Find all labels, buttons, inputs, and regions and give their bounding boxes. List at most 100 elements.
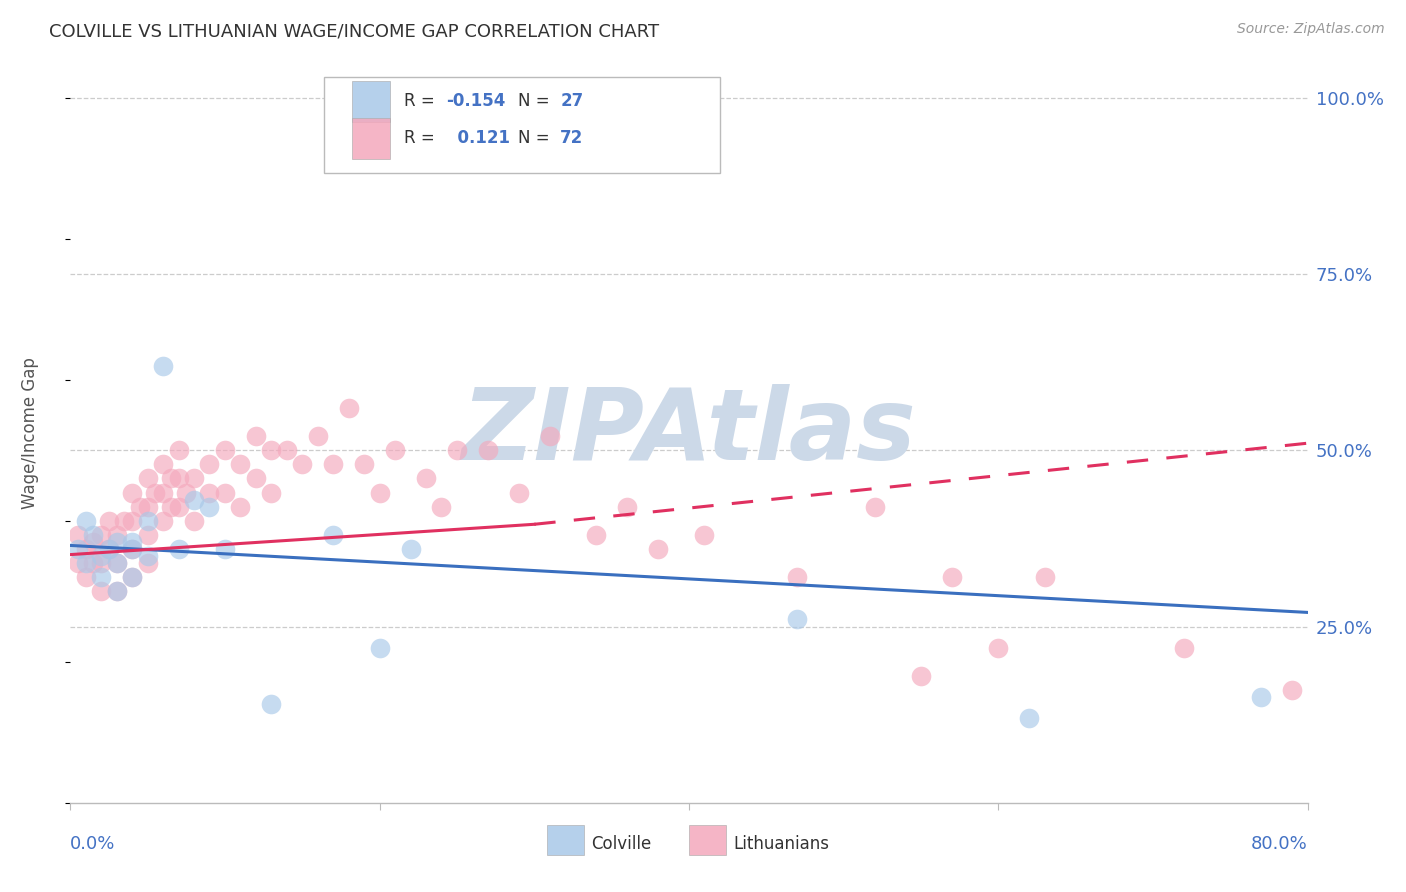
Point [121, 514, 143, 528]
Point [987, 640, 1010, 655]
Point [353, 458, 375, 472]
Point [337, 401, 360, 415]
Text: 0.121: 0.121 [447, 129, 510, 147]
Point [291, 458, 314, 472]
Point [260, 485, 283, 500]
Point [538, 429, 561, 443]
Point [616, 500, 638, 514]
Point [82, 535, 105, 549]
Point [508, 485, 530, 500]
Bar [353, 81, 389, 121]
Point [384, 443, 406, 458]
Text: Wage/Income Gap: Wage/Income Gap [21, 357, 39, 508]
Point [90, 584, 112, 599]
Point [105, 556, 128, 570]
Point [121, 485, 143, 500]
Point [121, 570, 143, 584]
Point [941, 570, 963, 584]
Point [198, 458, 221, 472]
Point [105, 584, 128, 599]
Point [121, 570, 143, 584]
Point [105, 556, 128, 570]
Point [90, 556, 112, 570]
Point [152, 514, 174, 528]
Text: ZIPAtlas: ZIPAtlas [461, 384, 917, 481]
Point [368, 640, 391, 655]
Bar [689, 825, 725, 855]
Point [1173, 640, 1195, 655]
Point [276, 443, 298, 458]
Text: -0.154: -0.154 [447, 92, 506, 111]
Point [145, 485, 166, 500]
Point [260, 443, 283, 458]
Text: R =: R = [405, 129, 440, 147]
FancyBboxPatch shape [323, 78, 720, 173]
Point [693, 528, 716, 542]
Point [167, 471, 190, 485]
Point [136, 471, 159, 485]
Point [67, 541, 90, 556]
Point [90, 528, 112, 542]
Point [910, 669, 932, 683]
Point [446, 443, 468, 458]
Point [160, 471, 183, 485]
Point [152, 359, 174, 373]
Point [67, 528, 90, 542]
Point [105, 535, 128, 549]
Text: 0.0%: 0.0% [70, 835, 115, 853]
Point [307, 429, 329, 443]
Point [1018, 711, 1040, 725]
Point [322, 528, 344, 542]
Point [114, 514, 135, 528]
Text: Lithuanians: Lithuanians [734, 835, 830, 853]
Point [105, 584, 128, 599]
Point [322, 458, 344, 472]
Point [75, 541, 97, 556]
Text: R =: R = [405, 92, 440, 111]
Point [174, 485, 197, 500]
Point [136, 556, 159, 570]
Point [136, 528, 159, 542]
Point [121, 541, 143, 556]
Point [368, 485, 391, 500]
Point [136, 549, 159, 563]
Point [75, 570, 97, 584]
Point [229, 500, 252, 514]
Text: N =: N = [519, 129, 555, 147]
Point [152, 485, 174, 500]
Point [167, 500, 190, 514]
Point [786, 570, 808, 584]
Point [245, 429, 267, 443]
Point [136, 514, 159, 528]
Point [399, 541, 422, 556]
Point [863, 500, 886, 514]
Text: 80.0%: 80.0% [1251, 835, 1308, 853]
Text: N =: N = [519, 92, 555, 111]
Point [90, 549, 112, 563]
Point [105, 528, 128, 542]
Point [183, 492, 205, 507]
Text: 72: 72 [560, 129, 583, 147]
Point [82, 528, 105, 542]
Point [245, 471, 267, 485]
Point [1250, 690, 1272, 704]
Point [183, 471, 205, 485]
Point [121, 535, 143, 549]
Point [75, 514, 97, 528]
Text: Source: ZipAtlas.com: Source: ZipAtlas.com [1237, 22, 1385, 37]
Text: Colville: Colville [591, 835, 651, 853]
Point [167, 541, 190, 556]
Point [198, 485, 221, 500]
Point [229, 458, 252, 472]
Point [214, 443, 236, 458]
Point [1281, 683, 1303, 698]
Point [585, 528, 607, 542]
Point [136, 500, 159, 514]
Point [75, 556, 97, 570]
Point [167, 443, 190, 458]
Point [198, 500, 221, 514]
Point [214, 541, 236, 556]
Point [183, 514, 205, 528]
Point [67, 556, 90, 570]
Bar [547, 825, 583, 855]
